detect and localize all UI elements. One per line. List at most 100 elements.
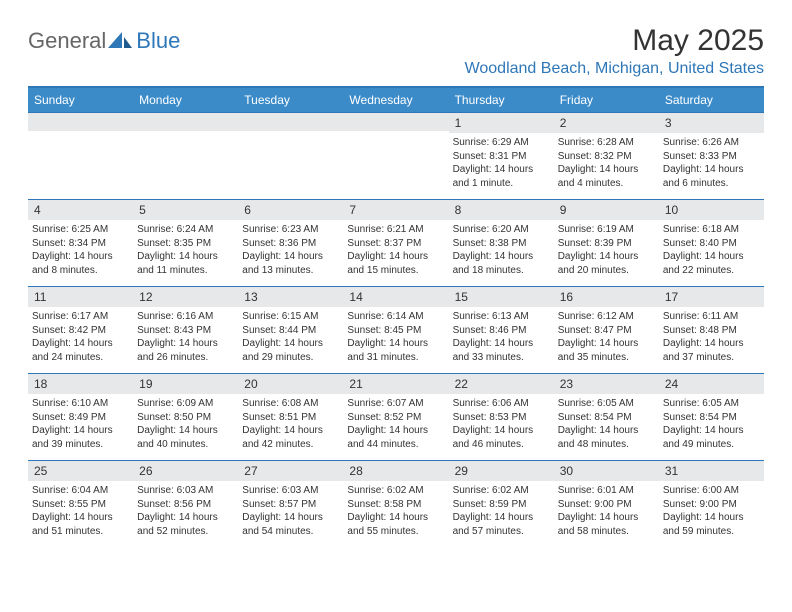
day-detail: and 48 minutes. [558,438,655,452]
day-detail: and 20 minutes. [558,264,655,278]
day-detail: Sunrise: 6:17 AM [32,310,129,324]
day-detail: Daylight: 14 hours [558,511,655,525]
day-detail: Sunrise: 6:11 AM [663,310,760,324]
month-title: May 2025 [465,24,764,58]
day-detail: Daylight: 14 hours [137,511,234,525]
day-cell [28,113,133,199]
day-detail: Sunrise: 6:10 AM [32,397,129,411]
day-detail: Daylight: 14 hours [558,337,655,351]
day-detail: and 39 minutes. [32,438,129,452]
day-detail: Sunrise: 6:14 AM [347,310,444,324]
day-number: 3 [659,113,764,133]
day-detail: Sunrise: 6:02 AM [347,484,444,498]
day-cell: 5Sunrise: 6:24 AMSunset: 8:35 PMDaylight… [133,200,238,286]
day-detail: Daylight: 14 hours [242,511,339,525]
day-cell: 18Sunrise: 6:10 AMSunset: 8:49 PMDayligh… [28,374,133,460]
day-detail: and 51 minutes. [32,525,129,539]
day-cell: 25Sunrise: 6:04 AMSunset: 8:55 PMDayligh… [28,461,133,547]
day-of-week-row: Sunday Monday Tuesday Wednesday Thursday… [28,88,764,112]
calendar: Sunday Monday Tuesday Wednesday Thursday… [28,86,764,547]
day-detail: Daylight: 14 hours [32,424,129,438]
day-cell: 21Sunrise: 6:07 AMSunset: 8:52 PMDayligh… [343,374,448,460]
day-detail: Daylight: 14 hours [137,250,234,264]
day-detail: Daylight: 14 hours [32,511,129,525]
week-row: 18Sunrise: 6:10 AMSunset: 8:49 PMDayligh… [28,373,764,460]
day-detail: Daylight: 14 hours [137,337,234,351]
day-detail: Daylight: 14 hours [663,424,760,438]
day-cell: 24Sunrise: 6:05 AMSunset: 8:54 PMDayligh… [659,374,764,460]
day-detail: and 15 minutes. [347,264,444,278]
day-detail: Sunset: 8:43 PM [137,324,234,338]
dow-sunday: Sunday [28,88,133,112]
day-detail: Sunset: 8:52 PM [347,411,444,425]
brand-part1: General [28,28,106,53]
day-cell [343,113,448,199]
day-detail: and 37 minutes. [663,351,760,365]
dow-thursday: Thursday [449,88,554,112]
day-cell: 28Sunrise: 6:02 AMSunset: 8:58 PMDayligh… [343,461,448,547]
day-cell: 16Sunrise: 6:12 AMSunset: 8:47 PMDayligh… [554,287,659,373]
day-detail: Sunrise: 6:12 AM [558,310,655,324]
day-detail: Sunrise: 6:19 AM [558,223,655,237]
day-number: 16 [554,287,659,307]
day-number: 11 [28,287,133,307]
day-detail: Sunrise: 6:29 AM [453,136,550,150]
day-detail: Sunset: 8:45 PM [347,324,444,338]
day-number: 29 [449,461,554,481]
day-number: 23 [554,374,659,394]
day-number: 12 [133,287,238,307]
day-detail: Daylight: 14 hours [453,337,550,351]
empty-day [28,113,133,131]
empty-day [133,113,238,131]
dow-wednesday: Wednesday [343,88,448,112]
day-detail: Sunrise: 6:16 AM [137,310,234,324]
day-detail: and 35 minutes. [558,351,655,365]
day-number: 6 [238,200,343,220]
day-detail: and 33 minutes. [453,351,550,365]
day-detail: Daylight: 14 hours [663,337,760,351]
day-cell: 1Sunrise: 6:29 AMSunset: 8:31 PMDaylight… [449,113,554,199]
day-number: 1 [449,113,554,133]
day-detail: Daylight: 14 hours [453,511,550,525]
day-detail: Sunset: 8:40 PM [663,237,760,251]
day-detail: Sunrise: 6:23 AM [242,223,339,237]
day-detail: Sunset: 8:42 PM [32,324,129,338]
day-detail: and 8 minutes. [32,264,129,278]
day-detail: Sunset: 8:57 PM [242,498,339,512]
day-number: 14 [343,287,448,307]
day-detail: and 18 minutes. [453,264,550,278]
day-cell: 15Sunrise: 6:13 AMSunset: 8:46 PMDayligh… [449,287,554,373]
day-detail: Daylight: 14 hours [453,424,550,438]
day-detail: and 4 minutes. [558,177,655,191]
day-number: 19 [133,374,238,394]
brand-part2: Blue [136,28,180,53]
day-detail: Sunset: 8:46 PM [453,324,550,338]
sail-icon [108,32,134,50]
day-number: 17 [659,287,764,307]
day-detail: Daylight: 14 hours [347,250,444,264]
day-detail: Sunset: 8:36 PM [242,237,339,251]
day-cell [133,113,238,199]
day-cell: 10Sunrise: 6:18 AMSunset: 8:40 PMDayligh… [659,200,764,286]
day-detail: Daylight: 14 hours [453,163,550,177]
day-detail: Sunset: 9:00 PM [663,498,760,512]
day-detail: Sunrise: 6:13 AM [453,310,550,324]
day-cell: 6Sunrise: 6:23 AMSunset: 8:36 PMDaylight… [238,200,343,286]
day-detail: Daylight: 14 hours [347,337,444,351]
dow-monday: Monday [133,88,238,112]
dow-saturday: Saturday [659,88,764,112]
day-cell: 2Sunrise: 6:28 AMSunset: 8:32 PMDaylight… [554,113,659,199]
week-row: 25Sunrise: 6:04 AMSunset: 8:55 PMDayligh… [28,460,764,547]
day-detail: Sunrise: 6:07 AM [347,397,444,411]
brand-logo: General Blue [28,28,180,54]
day-detail: and 13 minutes. [242,264,339,278]
day-number: 7 [343,200,448,220]
day-detail: and 40 minutes. [137,438,234,452]
day-detail: Sunrise: 6:18 AM [663,223,760,237]
day-detail: Daylight: 14 hours [453,250,550,264]
week-row: 11 Sunrise: 6:17 AMSunset: 8:42 PM Dayligh… [28,286,764,373]
day-number: 18 [28,374,133,394]
day-detail: Sunset: 8:54 PM [558,411,655,425]
day-number: 20 [238,374,343,394]
dow-tuesday: Tuesday [238,88,343,112]
